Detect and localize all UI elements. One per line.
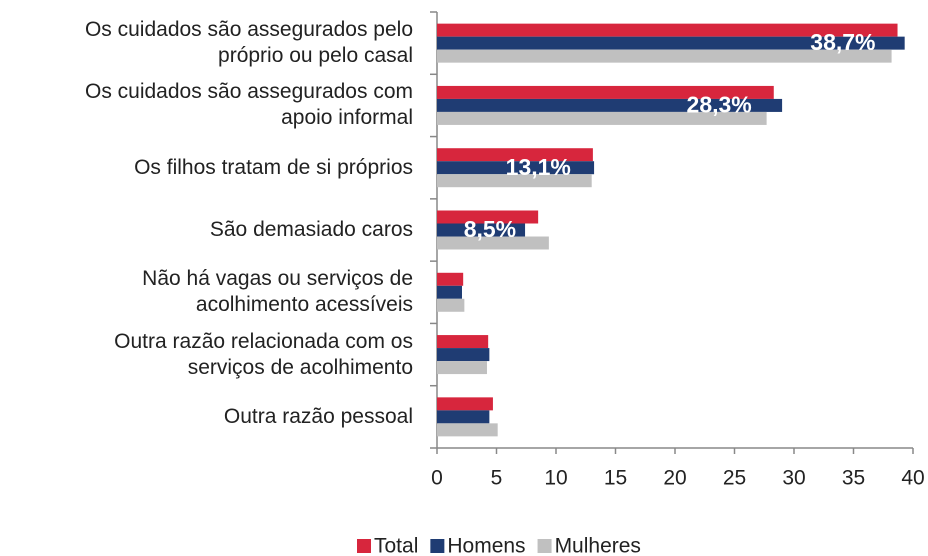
category-label: Os filhos tratam de si próprios <box>134 155 413 179</box>
bar <box>437 111 767 125</box>
legend-label: Total <box>374 535 418 556</box>
data-label: 8,5% <box>464 216 516 242</box>
category-label: São demasiado caros <box>209 218 413 241</box>
legend-swatch <box>537 539 552 553</box>
bar <box>437 272 464 286</box>
bar <box>437 335 489 349</box>
legend-label: Mulheres <box>555 535 641 556</box>
legend-swatch <box>357 539 371 553</box>
data-label: 28,3% <box>687 92 752 118</box>
bar <box>437 348 490 362</box>
bar <box>437 174 592 188</box>
bar <box>437 98 783 112</box>
bar <box>437 285 462 299</box>
category-label: Outra razão relacionada com os serviços … <box>114 329 413 379</box>
x-tick-label: 25 <box>723 467 746 490</box>
x-tick-label: 5 <box>491 467 503 490</box>
bar <box>437 423 498 437</box>
category-label: Os cuidados são assegurados pelo próprio… <box>84 18 413 68</box>
bar <box>437 36 905 50</box>
data-label: 38,7% <box>810 29 875 55</box>
legend-label: Homens <box>447 535 525 556</box>
x-tick-label: 35 <box>842 467 865 490</box>
legend-swatch <box>430 539 445 553</box>
bar <box>437 85 774 99</box>
x-tick-label: 40 <box>901 467 924 490</box>
bar <box>437 397 493 411</box>
data-label: 13,1% <box>506 154 571 180</box>
category-label: Outra razão pessoal <box>223 404 413 428</box>
bar <box>437 223 526 237</box>
category-label: Os cuidados são assegurados com apoio in… <box>84 80 413 130</box>
bar <box>437 161 595 175</box>
bar <box>437 148 593 162</box>
bar <box>437 298 465 312</box>
category-label: Não há vagas ou serviços de acolhimento … <box>142 267 413 317</box>
x-tick-label: 15 <box>604 467 627 490</box>
bar <box>437 410 490 424</box>
bar <box>437 23 898 37</box>
bar <box>437 236 549 250</box>
bar <box>437 210 539 224</box>
x-tick-label: 10 <box>544 467 567 490</box>
bar <box>437 49 892 63</box>
bar <box>437 361 487 375</box>
x-tick-label: 30 <box>782 467 805 490</box>
x-tick-label: 20 <box>663 467 686 490</box>
x-tick-label: 0 <box>431 467 443 490</box>
